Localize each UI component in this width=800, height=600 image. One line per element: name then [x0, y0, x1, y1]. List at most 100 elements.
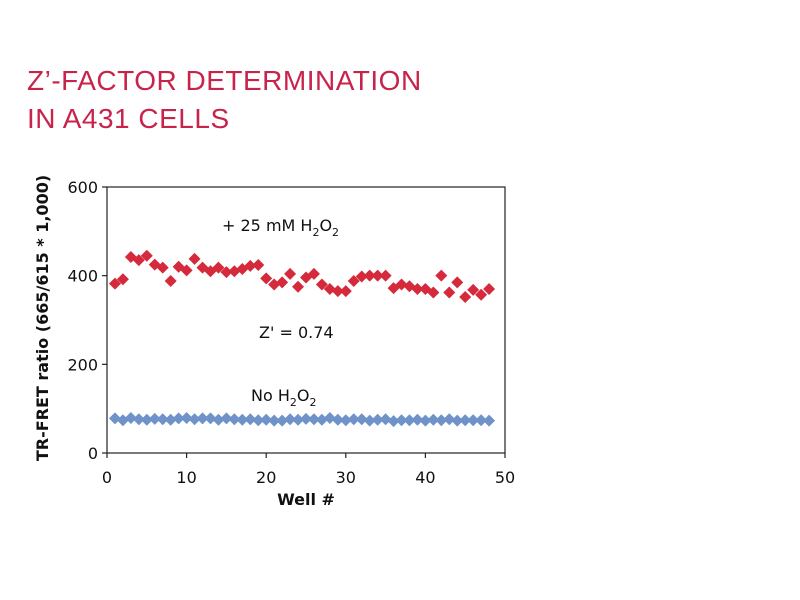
point-no-h2o2	[475, 414, 488, 427]
point-no-h2o2	[188, 413, 201, 426]
x-tick-label: 40	[415, 468, 435, 487]
point-h2o2	[395, 278, 408, 291]
point-h2o2	[355, 270, 368, 283]
point-no-h2o2	[124, 411, 137, 424]
point-h2o2	[292, 280, 305, 293]
point-h2o2	[427, 286, 440, 299]
point-no-h2o2	[268, 414, 281, 427]
x-tick-label: 0	[102, 468, 112, 487]
point-h2o2	[411, 282, 424, 295]
y-tick-label: 600	[67, 178, 98, 197]
point-no-h2o2	[307, 413, 320, 426]
point-no-h2o2	[196, 412, 209, 425]
point-h2o2	[331, 285, 344, 298]
point-h2o2	[467, 283, 480, 296]
point-no-h2o2	[315, 413, 328, 426]
point-h2o2	[307, 267, 320, 280]
point-no-h2o2	[467, 414, 480, 427]
point-no-h2o2	[180, 411, 193, 424]
annotation-lower: No H2O2	[251, 386, 316, 409]
x-axis-label: Well #	[277, 490, 335, 509]
point-h2o2	[371, 269, 384, 282]
point-no-h2o2	[331, 413, 344, 426]
point-no-h2o2	[252, 414, 265, 427]
point-no-h2o2	[443, 413, 456, 426]
point-no-h2o2	[220, 412, 233, 425]
point-no-h2o2	[371, 413, 384, 426]
y-tick-label: 200	[67, 355, 98, 374]
y-axis: 0 200 400 600	[67, 178, 107, 463]
point-no-h2o2	[403, 414, 416, 427]
x-axis: 0 10 20 30 40 50	[102, 453, 515, 487]
point-h2o2	[451, 276, 464, 289]
point-no-h2o2	[395, 414, 408, 427]
plot-frame	[106, 186, 506, 454]
x-tick-label: 20	[256, 468, 276, 487]
point-no-h2o2	[300, 412, 312, 425]
point-no-h2o2	[292, 413, 305, 426]
point-no-h2o2	[379, 413, 392, 426]
point-h2o2	[347, 274, 360, 287]
point-h2o2	[483, 282, 496, 295]
chart-title: Z’-FACTOR DETERMINATION IN A431 CELLS	[27, 62, 422, 138]
data-points	[108, 249, 496, 428]
point-no-h2o2	[355, 413, 368, 426]
x-tick-label: 50	[495, 468, 515, 487]
annotation-upper: + 25 mM H2O2	[222, 216, 339, 239]
point-no-h2o2	[284, 413, 297, 426]
point-no-h2o2	[387, 415, 400, 428]
point-no-h2o2	[244, 413, 257, 426]
point-h2o2	[140, 249, 153, 262]
point-h2o2	[475, 288, 488, 301]
point-no-h2o2	[172, 412, 185, 425]
point-no-h2o2	[132, 413, 145, 426]
point-no-h2o2	[148, 412, 161, 425]
point-h2o2	[459, 290, 472, 303]
point-no-h2o2	[451, 414, 464, 427]
point-no-h2o2	[260, 413, 273, 426]
point-h2o2	[188, 252, 201, 265]
point-no-h2o2	[435, 414, 448, 427]
point-h2o2	[244, 259, 257, 272]
annotation-zfactor: Z' = 0.74	[259, 323, 334, 342]
point-no-h2o2	[108, 412, 121, 425]
point-h2o2	[260, 272, 273, 285]
point-h2o2	[276, 276, 289, 289]
plot-area	[106, 186, 506, 454]
point-no-h2o2	[140, 413, 153, 426]
point-h2o2	[363, 269, 376, 282]
point-h2o2	[212, 261, 225, 274]
x-tick-label: 30	[336, 468, 356, 487]
point-no-h2o2	[276, 414, 289, 427]
point-h2o2	[339, 285, 352, 298]
point-no-h2o2	[347, 413, 360, 426]
point-no-h2o2	[483, 414, 496, 427]
point-h2o2	[252, 259, 265, 272]
y-axis-label: TR-FRET ratio (665/615 * 1,000)	[33, 175, 52, 461]
point-h2o2	[156, 261, 169, 274]
point-h2o2	[443, 286, 456, 299]
point-h2o2	[315, 278, 328, 291]
y-tick-label: 0	[88, 444, 98, 463]
point-h2o2	[108, 277, 121, 290]
point-no-h2o2	[204, 412, 217, 425]
x-tick-label: 10	[176, 468, 196, 487]
chart-title-line1: Z’-FACTOR DETERMINATION	[27, 65, 422, 96]
point-no-h2o2	[419, 414, 432, 427]
chart-title-line2: IN A431 CELLS	[27, 103, 230, 134]
point-no-h2o2	[212, 413, 225, 426]
point-no-h2o2	[411, 413, 424, 426]
point-h2o2	[180, 264, 193, 277]
point-no-h2o2	[459, 414, 472, 427]
point-no-h2o2	[339, 414, 352, 427]
y-tick-label: 400	[67, 267, 98, 286]
point-no-h2o2	[323, 411, 336, 424]
point-no-h2o2	[164, 413, 177, 426]
point-no-h2o2	[156, 413, 169, 426]
point-h2o2	[379, 269, 392, 282]
point-h2o2	[164, 274, 177, 287]
point-no-h2o2	[427, 413, 440, 426]
point-h2o2	[116, 273, 129, 286]
point-h2o2	[132, 254, 145, 267]
